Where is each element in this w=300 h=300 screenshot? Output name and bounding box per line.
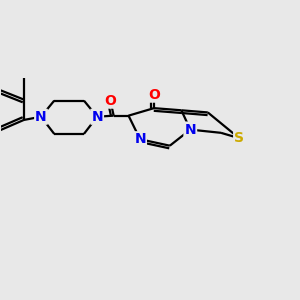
Text: O: O	[148, 88, 160, 102]
Text: N: N	[134, 132, 146, 146]
Text: N: N	[91, 110, 103, 124]
Text: O: O	[104, 94, 116, 108]
Text: N: N	[35, 110, 47, 124]
Text: S: S	[234, 131, 244, 145]
Text: N: N	[184, 123, 196, 136]
